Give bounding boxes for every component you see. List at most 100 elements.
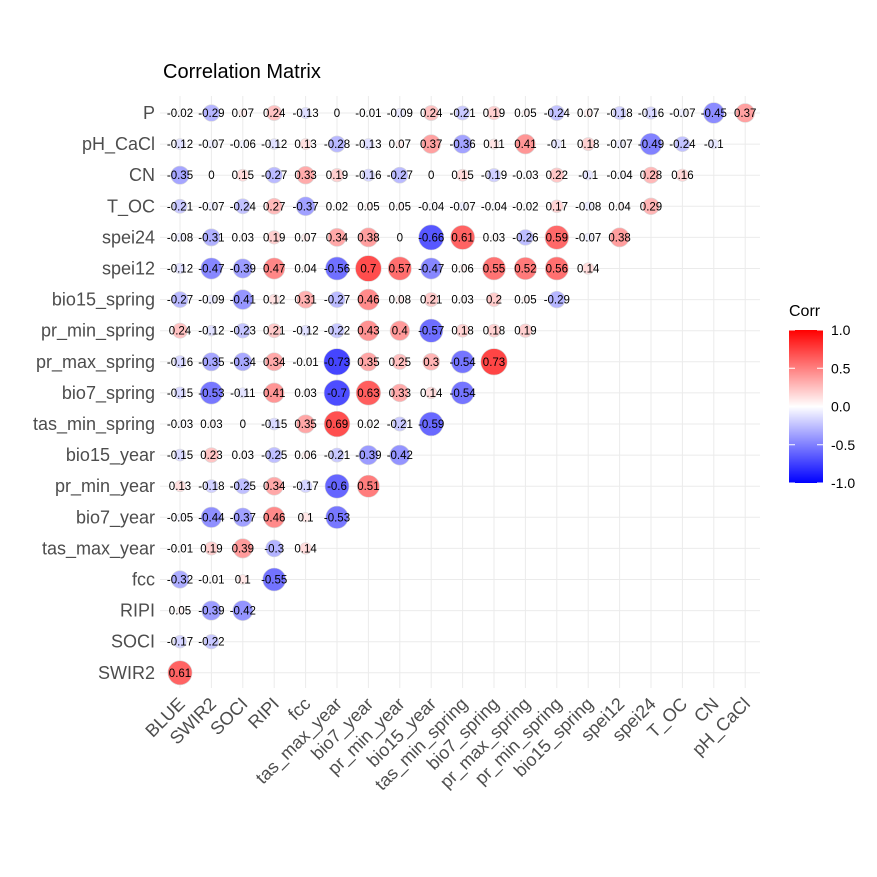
correlation-value: 0.2 (486, 295, 502, 307)
correlation-value: -0.12 (167, 139, 193, 151)
correlation-value: -0.7 (327, 388, 347, 400)
correlation-value: -0.53 (198, 388, 224, 400)
correlation-value: -0.57 (418, 326, 444, 338)
y-tick-label: SOCI (111, 632, 155, 652)
correlation-value: 0.51 (357, 481, 379, 493)
correlation-value: -0.37 (230, 512, 256, 524)
correlation-value: -0.21 (449, 108, 475, 120)
correlation-value: -0.03 (512, 170, 538, 182)
correlation-value: 0.12 (263, 295, 285, 307)
x-tick-label: SOCI (206, 694, 251, 739)
correlation-value: 0.59 (546, 232, 568, 244)
correlation-value: -0.28 (324, 139, 350, 151)
correlation-value: 0.18 (451, 326, 473, 338)
correlation-value: -0.18 (198, 481, 224, 493)
correlation-value: -0.31 (198, 232, 224, 244)
correlation-value: -0.06 (230, 139, 256, 151)
correlation-value: 0.03 (451, 295, 473, 307)
correlation-value: 0.07 (232, 108, 254, 120)
correlation-value: -0.29 (544, 295, 570, 307)
correlation-value: 0.38 (608, 232, 630, 244)
y-tick-label: bio7_spring (62, 383, 155, 404)
correlation-value: -0.08 (167, 232, 193, 244)
y-tick-label: SWIR2 (98, 663, 155, 683)
correlation-value: 0.35 (294, 419, 316, 431)
correlation-value: 0 (208, 170, 214, 182)
correlation-value: 0.07 (577, 108, 599, 120)
correlation-value: 0.37 (420, 139, 442, 151)
correlation-value: -0.37 (292, 201, 318, 213)
correlation-value: 0.46 (357, 295, 379, 307)
correlation-value: -0.24 (230, 201, 257, 213)
correlation-value: -0.27 (324, 295, 350, 307)
correlation-value: -0.03 (167, 419, 193, 431)
correlation-value: -0.41 (230, 295, 256, 307)
correlation-value: -0.44 (198, 512, 225, 524)
correlation-value: -0.12 (198, 326, 224, 338)
y-tick-label: pH_CaCl (82, 134, 155, 155)
y-tick-label: fcc (132, 570, 155, 590)
correlation-value: 0.34 (263, 357, 286, 369)
correlation-value: 0.03 (294, 388, 316, 400)
correlation-value: 0.14 (577, 264, 600, 276)
correlation-value: 0.33 (294, 170, 316, 182)
y-tick-label: P (143, 103, 155, 123)
correlation-value: -0.73 (324, 357, 350, 369)
correlation-value: 0.19 (483, 108, 505, 120)
x-tick-label: RIPI (244, 694, 283, 733)
correlation-value: -0.13 (292, 108, 318, 120)
correlation-value: -0.09 (387, 108, 413, 120)
correlation-value: 0.14 (420, 388, 443, 400)
correlation-value: -0.36 (449, 139, 475, 151)
correlation-value: 0.18 (577, 139, 599, 151)
correlation-value: -0.21 (167, 201, 193, 213)
correlation-value: 0.11 (483, 139, 505, 151)
correlation-value: -0.01 (292, 357, 318, 369)
y-axis-labels: PpH_CaClCNT_OCspei24spei12bio15_springpr… (33, 103, 155, 683)
correlation-value: 0.15 (232, 170, 254, 182)
correlation-value: 0.19 (200, 543, 222, 555)
correlation-value: -0.1 (547, 139, 567, 151)
correlation-value: -0.27 (261, 170, 287, 182)
correlation-value: 0.15 (451, 170, 473, 182)
correlation-value: -0.01 (198, 575, 224, 587)
correlation-value: -0.42 (387, 450, 413, 462)
correlation-value: 0.19 (514, 326, 536, 338)
correlation-value: 0.24 (169, 326, 192, 338)
correlation-value: -0.08 (575, 201, 601, 213)
correlation-value: -0.35 (198, 357, 224, 369)
correlation-value: 0.29 (640, 201, 662, 213)
correlation-value: -0.05 (167, 512, 193, 524)
correlation-value: -0.21 (324, 450, 350, 462)
correlation-value: 0.03 (483, 232, 505, 244)
correlation-value: -0.01 (167, 543, 193, 555)
correlation-value: 0.52 (514, 264, 536, 276)
correlation-value: -0.1 (704, 139, 724, 151)
correlation-value: -0.6 (327, 481, 347, 493)
correlation-value: -0.04 (418, 201, 445, 213)
correlation-value: -0.59 (418, 419, 444, 431)
correlation-value: -0.07 (575, 232, 601, 244)
correlation-value: 0.05 (389, 201, 411, 213)
correlation-value: -0.26 (512, 232, 538, 244)
correlation-value: 0.47 (263, 264, 285, 276)
correlation-value: -0.17 (292, 481, 318, 493)
correlation-value: -0.04 (481, 201, 508, 213)
correlation-value: -0.16 (638, 108, 664, 120)
x-axis-labels: BLUESWIR2SOCIRIPI fcctas_max_yearbio7_yea… (141, 694, 754, 795)
correlation-value: 0.57 (389, 264, 411, 276)
correlation-value: -0.47 (418, 264, 444, 276)
y-tick-label: T_OC (107, 196, 155, 217)
correlation-value: -0.12 (292, 326, 318, 338)
correlation-value: 0.14 (294, 543, 317, 555)
correlation-value: -0.39 (230, 264, 256, 276)
correlation-value: 0.33 (389, 388, 411, 400)
correlation-value: 0.08 (389, 295, 411, 307)
correlation-value: 0.61 (169, 668, 191, 680)
correlation-value: 0.1 (298, 512, 314, 524)
correlation-value: 0.05 (169, 606, 191, 618)
correlation-value: 0 (334, 108, 340, 120)
correlation-value: 0.41 (514, 139, 536, 151)
correlation-value: 0.03 (232, 450, 254, 462)
correlation-value: -0.35 (167, 170, 193, 182)
